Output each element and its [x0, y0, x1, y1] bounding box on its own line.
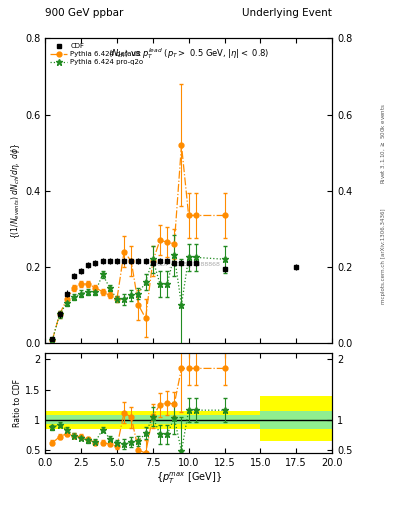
Y-axis label: Ratio to CDF: Ratio to CDF [13, 379, 22, 427]
Legend: CDF, Pythia 6.424 default, Pythia 6.424 pro-q2o: CDF, Pythia 6.424 default, Pythia 6.424 … [49, 42, 145, 67]
Y-axis label: $\{(1/N_{events})\ dN_{ch}/d\eta,\ d\phi\}$: $\{(1/N_{events})\ dN_{ch}/d\eta,\ d\phi… [9, 143, 22, 239]
Text: $\langle N_{ch}\rangle$ vs $p_T^{lead}$ ($p_T >$ 0.5 GeV, $|\eta|<$ 0.8): $\langle N_{ch}\rangle$ vs $p_T^{lead}$ … [108, 46, 269, 61]
Text: Rivet 3.1.10, $\geq$ 500k events: Rivet 3.1.10, $\geq$ 500k events [379, 103, 387, 184]
Text: 900 GeV ppbar: 900 GeV ppbar [45, 8, 123, 18]
X-axis label: $\{p_T^{max}\ [\mathrm{GeV}]\}$: $\{p_T^{max}\ [\mathrm{GeV}]\}$ [156, 471, 222, 486]
Text: CDF_2015_I1388868: CDF_2015_I1388868 [157, 261, 220, 267]
Text: Underlying Event: Underlying Event [242, 8, 332, 18]
Text: mcplots.cern.ch [arXiv:1306.3436]: mcplots.cern.ch [arXiv:1306.3436] [381, 208, 386, 304]
